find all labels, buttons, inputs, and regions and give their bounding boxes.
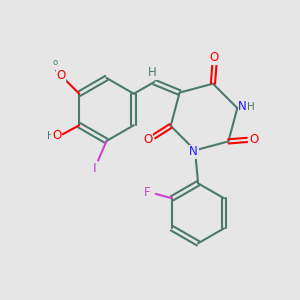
Text: F: F (144, 186, 151, 199)
Text: I: I (93, 162, 96, 176)
Text: N: N (238, 100, 247, 113)
Text: O: O (143, 133, 152, 146)
Text: O: O (210, 51, 219, 64)
Text: H: H (247, 102, 255, 112)
Text: O: O (52, 129, 61, 142)
Text: H: H (46, 131, 54, 141)
Text: O: O (249, 134, 258, 146)
Text: N: N (189, 145, 198, 158)
Text: o: o (52, 58, 57, 67)
Text: O: O (57, 69, 66, 82)
Text: H: H (148, 66, 157, 79)
